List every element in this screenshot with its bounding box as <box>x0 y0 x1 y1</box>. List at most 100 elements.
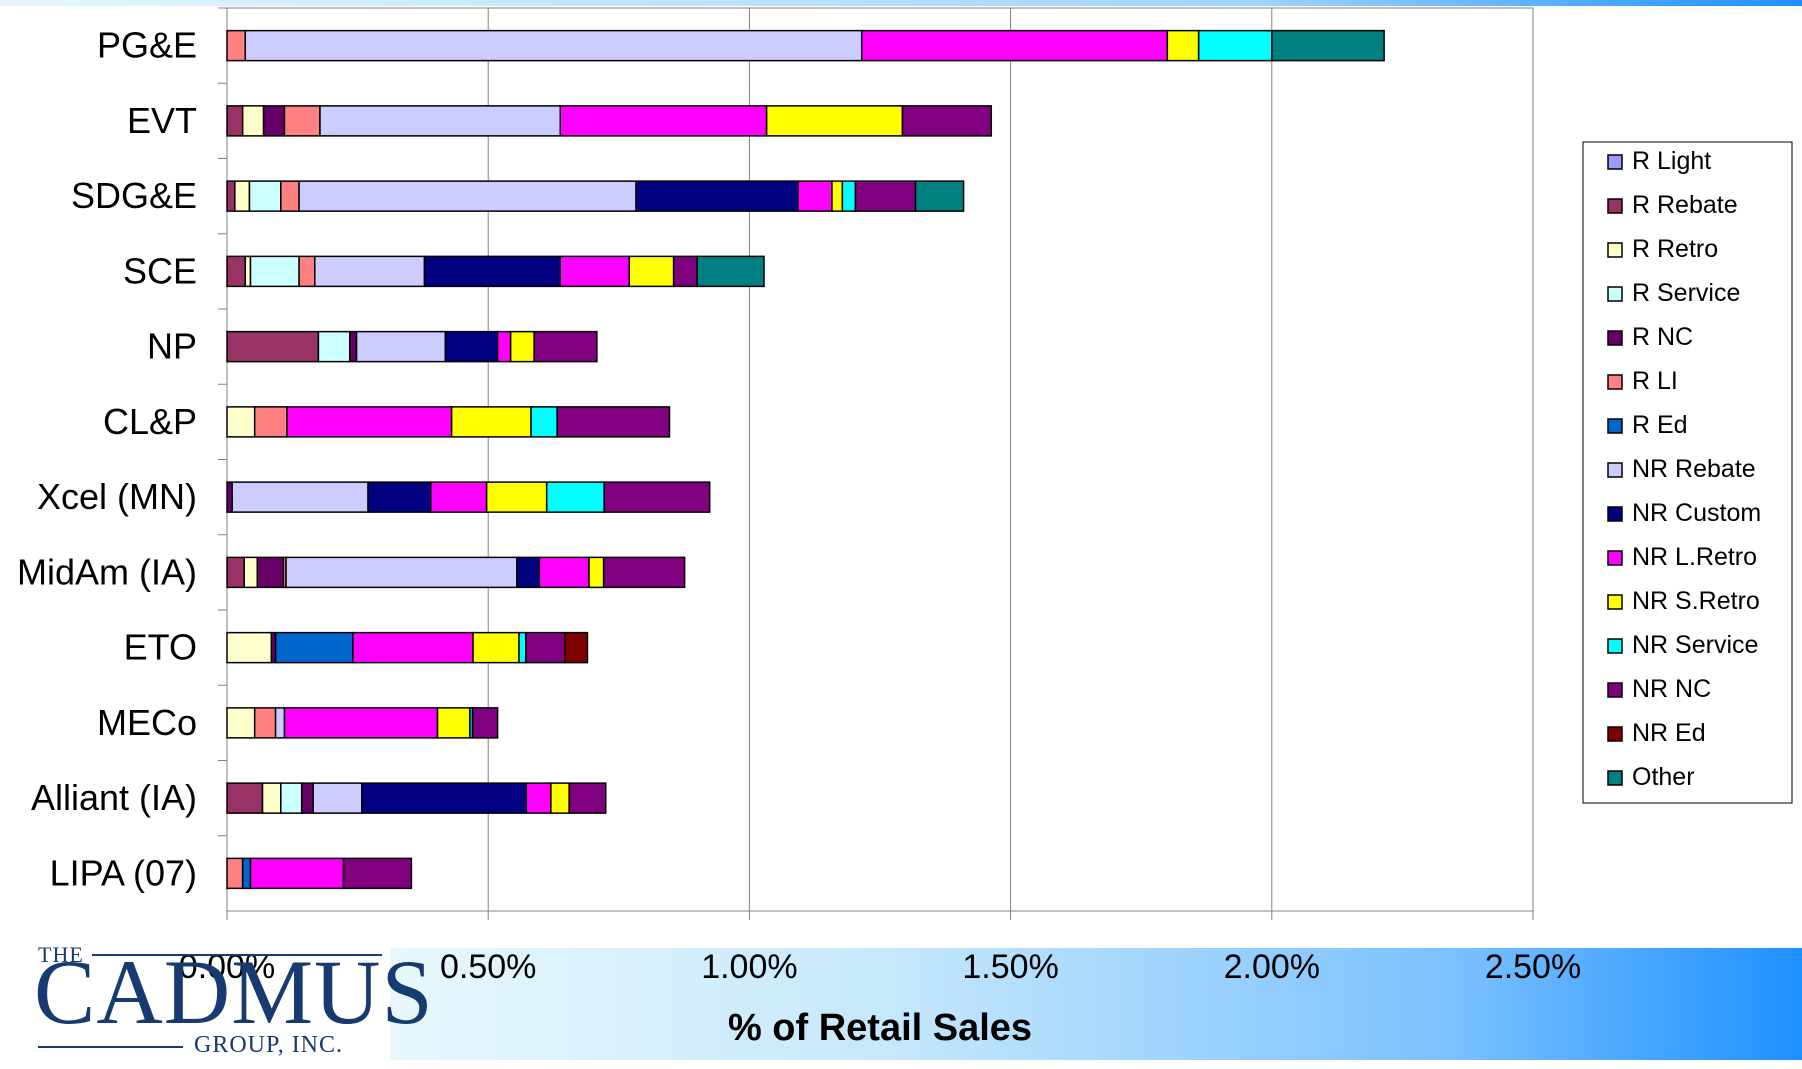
bar-segment <box>450 406 532 438</box>
footer-gradient-band <box>390 948 1802 1060</box>
category-label: ETO <box>124 627 197 668</box>
legend-swatch <box>1607 682 1623 698</box>
bar-segment <box>226 481 233 513</box>
legend: R Light R Rebate R Retro R Service R NC R LI R… <box>1582 141 1793 804</box>
legend-swatch <box>1607 770 1623 786</box>
bar-segment <box>248 180 282 212</box>
bars <box>226 29 1385 890</box>
bar-segment <box>485 481 548 513</box>
bar-segment <box>226 255 247 288</box>
legend-label: R Rebate <box>1632 191 1738 219</box>
legend-swatch <box>1607 594 1623 610</box>
bar-segment <box>352 631 474 664</box>
bar-segment <box>603 481 711 513</box>
legend-swatch <box>1607 154 1623 170</box>
bar-segment <box>226 180 236 212</box>
bar-segment <box>588 556 605 589</box>
bar-segment <box>349 330 358 363</box>
category-label: MidAm (IA) <box>17 551 197 592</box>
bar-segment <box>533 330 598 363</box>
category-label: LIPA (07) <box>50 852 197 893</box>
bar-segment <box>602 556 686 589</box>
bar-segment <box>241 857 252 890</box>
bar-segment <box>496 330 512 363</box>
bar-segment <box>914 180 965 212</box>
legend-swatch <box>1607 286 1623 302</box>
bar-segment <box>797 180 833 212</box>
legend-label: R NC <box>1632 323 1693 351</box>
bar-segment <box>249 255 300 288</box>
bar-segment <box>249 857 345 890</box>
bar-segment <box>550 782 570 814</box>
bar-segment <box>1271 29 1385 62</box>
bar-segment <box>831 180 844 212</box>
bar-segment <box>525 782 552 814</box>
category-label: MECo <box>97 702 197 743</box>
category-label: SCE <box>123 250 197 291</box>
bar-segment <box>1197 29 1273 62</box>
bar-segment <box>283 707 439 739</box>
legend-label: R Ed <box>1632 411 1688 439</box>
category-labels: PG&E EVT SDG&E SCE NP CL&P Xcel (MN) MidAm (IA)… <box>17 7 227 893</box>
bar-segment <box>274 707 286 739</box>
legend-label: R Light <box>1632 147 1711 175</box>
bar-segment <box>298 255 316 288</box>
cadmus-logo: THE CADMUS GROUP, INC. <box>34 942 433 1062</box>
bar-segment <box>628 255 675 288</box>
bar-segment <box>253 406 288 438</box>
legend-label: R Service <box>1632 279 1740 307</box>
bar-segment <box>841 180 857 212</box>
bar-segment <box>854 180 917 212</box>
gridlines <box>487 8 1534 911</box>
bar-segment <box>241 105 265 137</box>
bar-segment <box>367 481 432 513</box>
bar-segment <box>444 330 499 363</box>
x-tick-label: 0.50% <box>440 948 536 986</box>
bar-segment <box>765 105 904 137</box>
bar-segment <box>253 707 277 739</box>
legend-label: R Retro <box>1632 235 1718 263</box>
bar-segment <box>226 330 320 363</box>
bar-segment <box>471 707 499 739</box>
bar-segment <box>355 330 447 363</box>
bar-segment <box>226 707 256 739</box>
bar-segment <box>244 255 252 288</box>
x-tick-label: 1.00% <box>701 948 797 986</box>
legend-label: NR L.Retro <box>1632 543 1757 571</box>
category-label: SDG&E <box>71 175 197 216</box>
legend-swatch <box>1607 638 1623 654</box>
bar-segment <box>545 481 605 513</box>
plot-area <box>226 7 1534 912</box>
bar-segment <box>1166 29 1200 62</box>
bar-segment <box>226 29 247 62</box>
category-label: NP <box>147 326 197 367</box>
logo-sub-text: GROUP, INC. <box>194 1032 344 1058</box>
bar-segment <box>226 782 264 814</box>
bar-segment <box>300 782 314 814</box>
bar-segment <box>314 255 426 288</box>
bar-segment <box>672 255 698 288</box>
bar-segment <box>243 556 259 589</box>
bar-segment <box>298 180 637 212</box>
x-axis-title: % of Retail Sales <box>728 1007 1032 1049</box>
bar-segment <box>635 180 799 212</box>
legend-label: NR S.Retro <box>1632 587 1760 615</box>
bar-segment <box>234 180 251 212</box>
bar-segment <box>538 556 590 589</box>
legend-swatch <box>1607 374 1623 390</box>
legend-swatch <box>1607 506 1623 522</box>
bar-segment <box>860 29 1169 62</box>
legend-label: NR Ed <box>1632 719 1706 747</box>
legend-swatch <box>1607 462 1623 478</box>
bar-segment <box>226 406 256 438</box>
bar-segment <box>274 631 354 664</box>
legend-label: NR NC <box>1632 675 1711 703</box>
bar-segment <box>901 105 993 137</box>
bar-segment <box>283 105 321 137</box>
bar-segment <box>518 631 527 664</box>
bar-segment <box>696 255 765 288</box>
logo-top-rule <box>92 954 382 956</box>
bar-segment <box>226 105 244 137</box>
legend-swatch <box>1607 418 1623 434</box>
